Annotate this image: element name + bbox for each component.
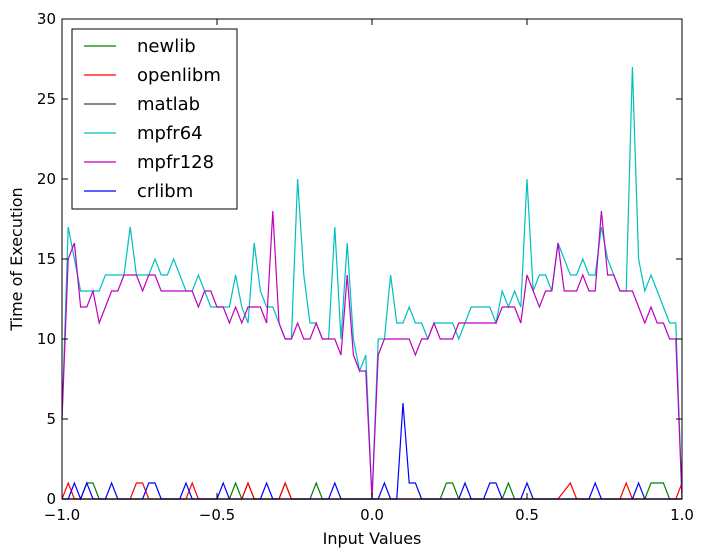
y-tick-label: 10	[37, 330, 56, 348]
legend-label-0: newlib	[137, 36, 196, 57]
y-tick-label: 20	[37, 170, 56, 188]
x-axis-label: Input Values	[323, 529, 422, 548]
x-tick-label: −0.5	[199, 506, 235, 524]
x-tick-label: 0.5	[515, 506, 539, 524]
y-tick-label: 30	[37, 10, 56, 28]
y-tick-label: 0	[46, 490, 56, 508]
y-axis: 0 5 10 15 20 25 30	[37, 10, 682, 508]
legend-label-3: mpfr64	[137, 123, 203, 144]
legend-label-5: crlibm	[137, 181, 193, 202]
legend: newlib openlibm matlab mpfr64 mpfr128 crlibm	[71, 28, 238, 210]
x-tick-label: −1.0	[44, 506, 80, 524]
legend-frame	[71, 28, 238, 210]
x-tick-label: 0.0	[360, 506, 384, 524]
y-axis-label: Time of Execution	[7, 187, 26, 331]
y-tick-label: 25	[37, 90, 56, 108]
y-tick-label: 5	[46, 410, 56, 428]
legend-label-4: mpfr128	[137, 152, 214, 173]
x-tick-label: 1.0	[670, 506, 694, 524]
legend-label-2: matlab	[137, 94, 200, 115]
legend-label-1: openlibm	[137, 65, 221, 86]
x-axis: −1.0 −0.5 0.0 0.5 1.0	[44, 19, 694, 524]
y-tick-label: 15	[37, 250, 56, 268]
